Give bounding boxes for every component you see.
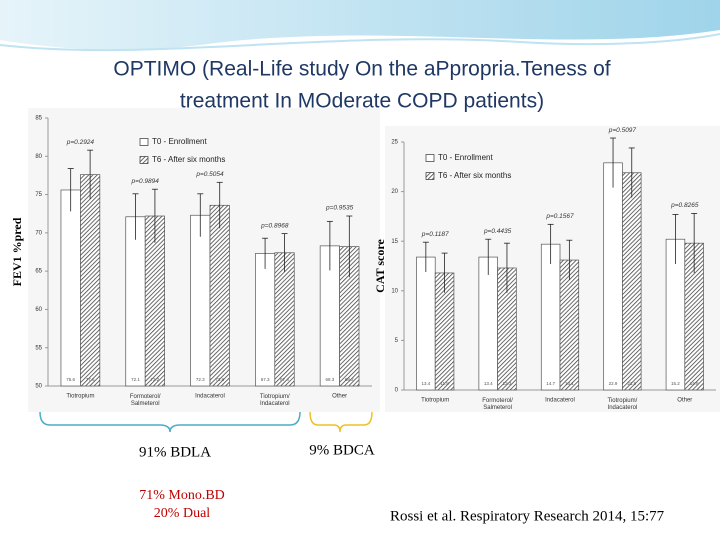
value-label: 75.6: [66, 377, 75, 382]
legend-label: T0 - Enrollment: [438, 153, 493, 162]
bar: [190, 214, 211, 387]
y-tick-label: 10: [391, 288, 398, 294]
p-value: p=0.5097: [608, 127, 637, 134]
value-label: 14.7: [546, 381, 555, 386]
split-label: 71% Mono.BD: [139, 488, 225, 503]
value-label: 11.8: [440, 381, 449, 386]
bar: [478, 256, 498, 391]
value-label: 67.3: [261, 377, 270, 382]
x-tick-label: Formoterol/Salmeterol: [482, 398, 513, 411]
split-label: 20% Dual: [154, 506, 210, 521]
bar: [60, 189, 81, 387]
p-value: p=0.8265: [670, 202, 699, 209]
citation: Rossi et al. Respiratory Research 2014, …: [390, 508, 665, 524]
value-label: 68.2: [345, 377, 354, 382]
p-value: p=0.1567: [545, 213, 574, 220]
group-label: 9% BDCA: [309, 442, 375, 458]
value-label: 68.3: [325, 377, 334, 382]
legend-swatch: [425, 172, 435, 180]
value-label: 72.3: [196, 377, 205, 382]
y-tick-label: 25: [391, 140, 398, 146]
value-label: 77.6: [86, 377, 95, 382]
p-value: p=0.9894: [131, 178, 160, 185]
x-tick-label: Tiotropium: [421, 398, 449, 404]
y-tick-label: 70: [35, 230, 42, 236]
value-label: 67.4: [280, 377, 289, 382]
bar: [125, 216, 146, 387]
y-tick-label: 65: [35, 269, 42, 275]
value-label: 13.4: [421, 381, 430, 386]
bar: [540, 243, 561, 391]
y-tick-label: 60: [35, 307, 42, 313]
x-tick-label: Other: [332, 394, 347, 400]
y-tick-label: 20: [391, 189, 398, 195]
value-label: 72.1: [131, 377, 140, 382]
bar: [622, 172, 642, 391]
y-tick-label: 15: [391, 239, 398, 245]
header-wave: [0, 0, 720, 50]
group-label: 91% BDLA: [139, 444, 211, 460]
legend-swatch: [139, 156, 149, 164]
x-tick-label: Tiotropium/Indacaterol: [260, 394, 290, 407]
bracket: [309, 411, 373, 433]
value-label: 22.9: [609, 381, 618, 386]
y-axis-label: FEV1 %pred: [10, 217, 24, 286]
legend-swatch: [139, 138, 149, 146]
bar: [603, 162, 623, 391]
p-value: p=0.8968: [260, 222, 289, 229]
x-tick-label: Tiotropium: [66, 394, 94, 400]
x-tick-label: Tiotropium/Indacaterol: [608, 398, 638, 411]
value-label: 13.4: [484, 381, 493, 386]
bar: [80, 174, 101, 387]
y-tick-label: 0: [395, 388, 399, 394]
value-label: 21.9: [627, 381, 636, 386]
y-axis-label: CAT score: [373, 239, 387, 293]
value-label: 72.2: [151, 377, 160, 382]
slide-title: OPTIMO (Real-Life study On the aPpropria…: [113, 58, 610, 81]
bar: [416, 256, 436, 391]
value-label: 12.3: [503, 381, 512, 386]
y-tick-label: 85: [35, 116, 42, 122]
legend-label: T6 - After six months: [438, 171, 511, 180]
y-tick-label: 50: [35, 384, 42, 390]
bar: [274, 252, 295, 387]
p-value: p=0.5054: [195, 171, 224, 178]
legend-label: T0 - Enrollment: [152, 137, 207, 146]
value-label: 14.8: [690, 381, 699, 386]
x-tick-label: Formoterol/Salmeterol: [130, 394, 161, 407]
value-label: 73.6: [215, 377, 224, 382]
y-tick-label: 80: [35, 154, 42, 160]
slide-title: treatment In MOderate COPD patients): [180, 90, 544, 113]
value-label: 13.1: [565, 381, 574, 386]
bracket: [39, 411, 301, 433]
bar: [255, 253, 276, 387]
header-line: [0, 33, 720, 52]
p-value: p=0.2924: [66, 139, 95, 146]
p-value: p=0.4435: [483, 228, 512, 235]
x-tick-label: Other: [677, 398, 692, 404]
y-tick-label: 5: [395, 338, 399, 344]
x-tick-label: Indacaterol: [545, 398, 575, 404]
y-tick-label: 75: [35, 192, 42, 198]
p-value: p=0.1187: [421, 231, 449, 238]
legend-label: T6 - After six months: [152, 155, 225, 164]
p-value: p=0.9535: [325, 205, 354, 212]
bar: [209, 204, 230, 387]
value-label: 15.2: [671, 381, 680, 386]
legend-swatch: [425, 154, 435, 162]
x-tick-label: Indacaterol: [195, 394, 225, 400]
y-tick-label: 55: [35, 345, 42, 351]
